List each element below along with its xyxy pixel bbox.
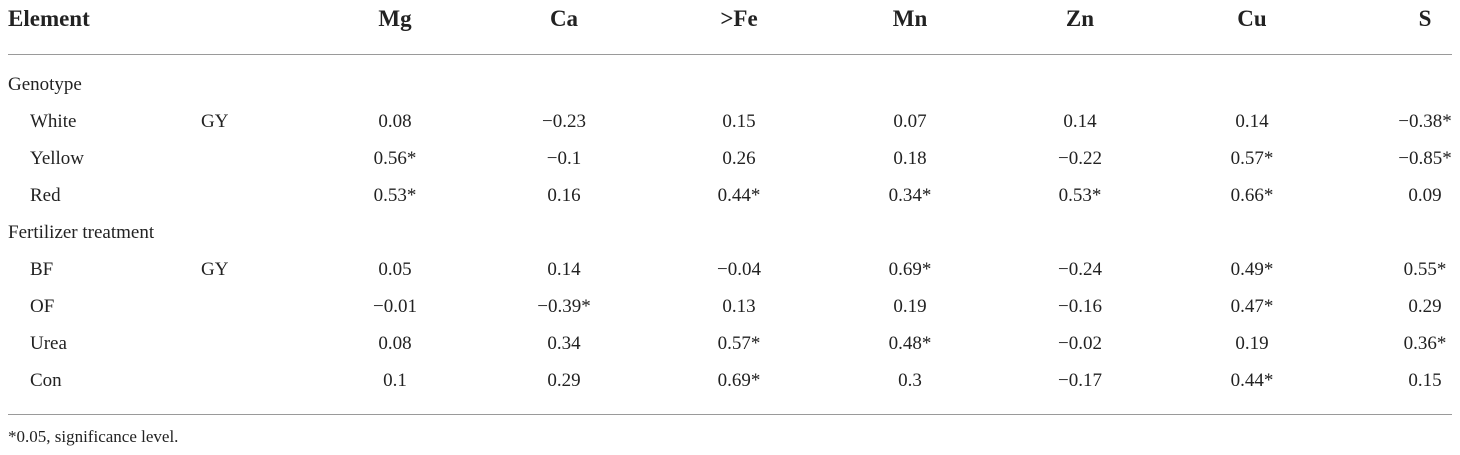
table-cell-mn: 0.18 — [893, 148, 927, 169]
row-label: Yellow — [30, 148, 85, 169]
table-cell-ca: 0.14 — [547, 259, 581, 280]
table-cell-s: 0.15 — [1408, 370, 1442, 391]
table-cell-mn: 0.19 — [893, 296, 927, 317]
table-cell-ca: 0.16 — [547, 185, 581, 206]
table-cell-cu: 0.49* — [1230, 259, 1274, 280]
table-cell-cu: 0.19 — [1235, 333, 1269, 354]
table-cell-cu: 0.14 — [1235, 111, 1269, 132]
row-label: White — [30, 111, 77, 132]
footer-rule — [8, 414, 1452, 415]
table-cell-mg: 0.53* — [373, 185, 417, 206]
table-cell-zn: 0.53* — [1058, 185, 1102, 206]
table-cell-mg: −0.01 — [373, 296, 417, 317]
table-cell-s: 0.55* — [1403, 259, 1447, 280]
table-cell-zn: −0.24 — [1058, 259, 1102, 280]
section-title-fertilizer: Fertilizer treatment — [8, 222, 155, 243]
table-cell-ca: −0.39* — [537, 296, 591, 317]
table-cell-ca: −0.23 — [542, 111, 586, 132]
column-header-ca: Ca — [549, 6, 579, 31]
table-cell-cu: 0.57* — [1230, 148, 1274, 169]
row-trait: GY — [201, 259, 229, 280]
table-cell-s: −0.85* — [1398, 148, 1452, 169]
table-cell-ca: 0.29 — [547, 370, 581, 391]
table-cell-zn: 0.14 — [1063, 111, 1097, 132]
table-cell-zn: −0.22 — [1058, 148, 1102, 169]
table-cell-cu: 0.66* — [1230, 185, 1274, 206]
table-cell-mg: 0.1 — [383, 370, 407, 391]
table-cell-ca: 0.34 — [547, 333, 581, 354]
table-cell-ca: −0.1 — [546, 148, 582, 169]
table-cell-mg: 0.56* — [373, 148, 417, 169]
table-cell-mg: 0.08 — [378, 333, 412, 354]
row-header-label: Element — [8, 6, 90, 31]
row-trait: GY — [201, 111, 229, 132]
table-cell-mg: 0.08 — [378, 111, 412, 132]
row-label: Urea — [30, 333, 67, 354]
section-title-genotype: Genotype — [8, 74, 82, 95]
column-header-fe: >Fe — [720, 6, 758, 31]
table-cell-cu: 0.47* — [1230, 296, 1274, 317]
column-header-mg: Mg — [378, 6, 412, 31]
table-cell-fe: 0.69* — [717, 370, 761, 391]
table-cell-zn: −0.17 — [1058, 370, 1102, 391]
table-cell-fe: −0.04 — [717, 259, 761, 280]
row-label: OF — [30, 296, 55, 317]
table-cell-fe: 0.44* — [717, 185, 761, 206]
column-header-zn: Zn — [1065, 6, 1095, 31]
table-footnote: *0.05, significance level. — [8, 427, 179, 446]
table-cell-zn: −0.02 — [1058, 333, 1102, 354]
row-label: BF — [30, 259, 54, 280]
table-cell-fe: 0.15 — [722, 111, 756, 132]
header-rule — [8, 54, 1452, 55]
table-cell-mn: 0.07 — [893, 111, 927, 132]
table-cell-mn: 0.69* — [888, 259, 932, 280]
table-cell-s: 0.09 — [1408, 185, 1442, 206]
row-label: Red — [30, 185, 61, 206]
column-header-mn: Mn — [892, 6, 928, 31]
table-cell-mg: 0.05 — [378, 259, 412, 280]
table-cell-mn: 0.48* — [888, 333, 932, 354]
row-label: Con — [30, 370, 62, 391]
table-cell-cu: 0.44* — [1230, 370, 1274, 391]
table-cell-fe: 0.26 — [722, 148, 756, 169]
table-cell-zn: −0.16 — [1058, 296, 1102, 317]
column-header-cu: Cu — [1237, 6, 1267, 31]
table-cell-mn: 0.3 — [898, 370, 922, 391]
table-cell-mn: 0.34* — [888, 185, 932, 206]
table-cell-fe: 0.13 — [722, 296, 756, 317]
table-cell-fe: 0.57* — [717, 333, 761, 354]
table-cell-s: −0.38* — [1398, 111, 1452, 132]
table-cell-s: 0.36* — [1403, 333, 1447, 354]
column-header-s: S — [1418, 6, 1432, 31]
table-cell-s: 0.29 — [1408, 296, 1442, 317]
